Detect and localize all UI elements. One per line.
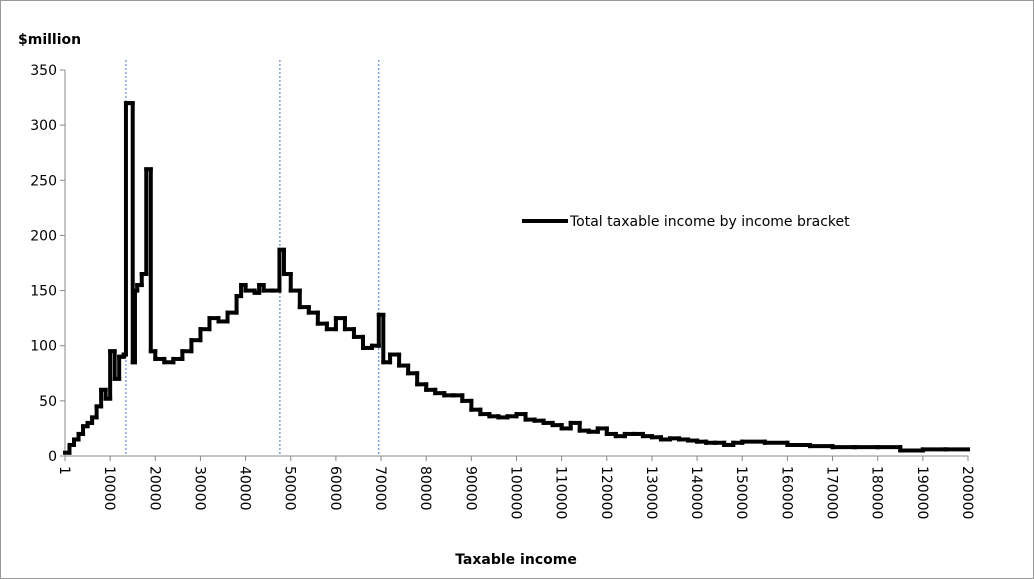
x-tick-label: 50000 <box>282 466 298 511</box>
x-tick-label: 40000 <box>237 466 253 511</box>
y-tick-label: 100 <box>30 339 57 355</box>
x-tick-label: 120000 <box>598 466 614 519</box>
y-tick-label: 300 <box>30 118 57 134</box>
y-axis-title: $million <box>18 32 81 48</box>
x-tick-label: 200000 <box>959 466 975 519</box>
x-tick-label: 20000 <box>146 466 162 511</box>
legend-label: Total taxable income by income bracket <box>569 214 850 230</box>
y-tick-label: 150 <box>30 284 57 300</box>
x-axis-title: Taxable income <box>455 552 577 568</box>
y-tick-label: 50 <box>39 394 57 410</box>
x-tick-label: 90000 <box>462 466 478 511</box>
x-tick-label: 30000 <box>191 466 207 511</box>
x-tick-label: 80000 <box>417 466 433 511</box>
y-tick-label: 250 <box>30 173 57 189</box>
y-tick-label: 200 <box>30 228 57 244</box>
x-tick-label: 130000 <box>643 466 659 519</box>
x-tick-label: 150000 <box>733 466 749 519</box>
x-tick-label: 190000 <box>914 466 930 519</box>
x-tick-label: 60000 <box>327 466 343 511</box>
x-tick-label: 170000 <box>824 466 840 519</box>
x-tick-label: 160000 <box>778 466 794 519</box>
x-tick-label: 180000 <box>869 466 885 519</box>
x-tick-label: 70000 <box>372 466 388 511</box>
x-tick-label: 110000 <box>553 466 569 519</box>
y-tick-label: 350 <box>30 63 57 79</box>
x-tick-label: 1 <box>56 466 72 475</box>
x-tick-label: 100000 <box>507 466 523 519</box>
y-tick-label: 0 <box>48 449 57 465</box>
x-tick-label: 140000 <box>688 466 704 519</box>
x-tick-label: 10000 <box>101 466 117 511</box>
